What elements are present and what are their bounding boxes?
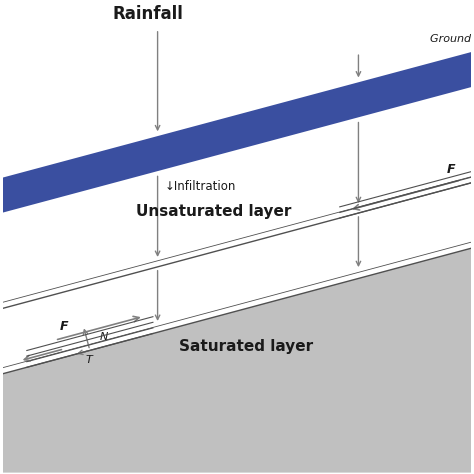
Polygon shape: [0, 46, 474, 219]
Polygon shape: [0, 242, 474, 473]
Text: F: F: [447, 163, 456, 176]
Text: Saturated  layer: Saturated layer: [224, 103, 325, 142]
Text: Ground su: Ground su: [429, 34, 474, 44]
Text: N: N: [99, 332, 108, 342]
Text: Rainfall: Rainfall: [113, 5, 184, 23]
Text: T: T: [85, 356, 92, 365]
Text: Saturated layer: Saturated layer: [179, 339, 313, 354]
Text: F: F: [60, 319, 68, 333]
Text: ↓Infiltration: ↓Infiltration: [164, 180, 236, 192]
Text: Unsaturated layer: Unsaturated layer: [136, 204, 292, 219]
